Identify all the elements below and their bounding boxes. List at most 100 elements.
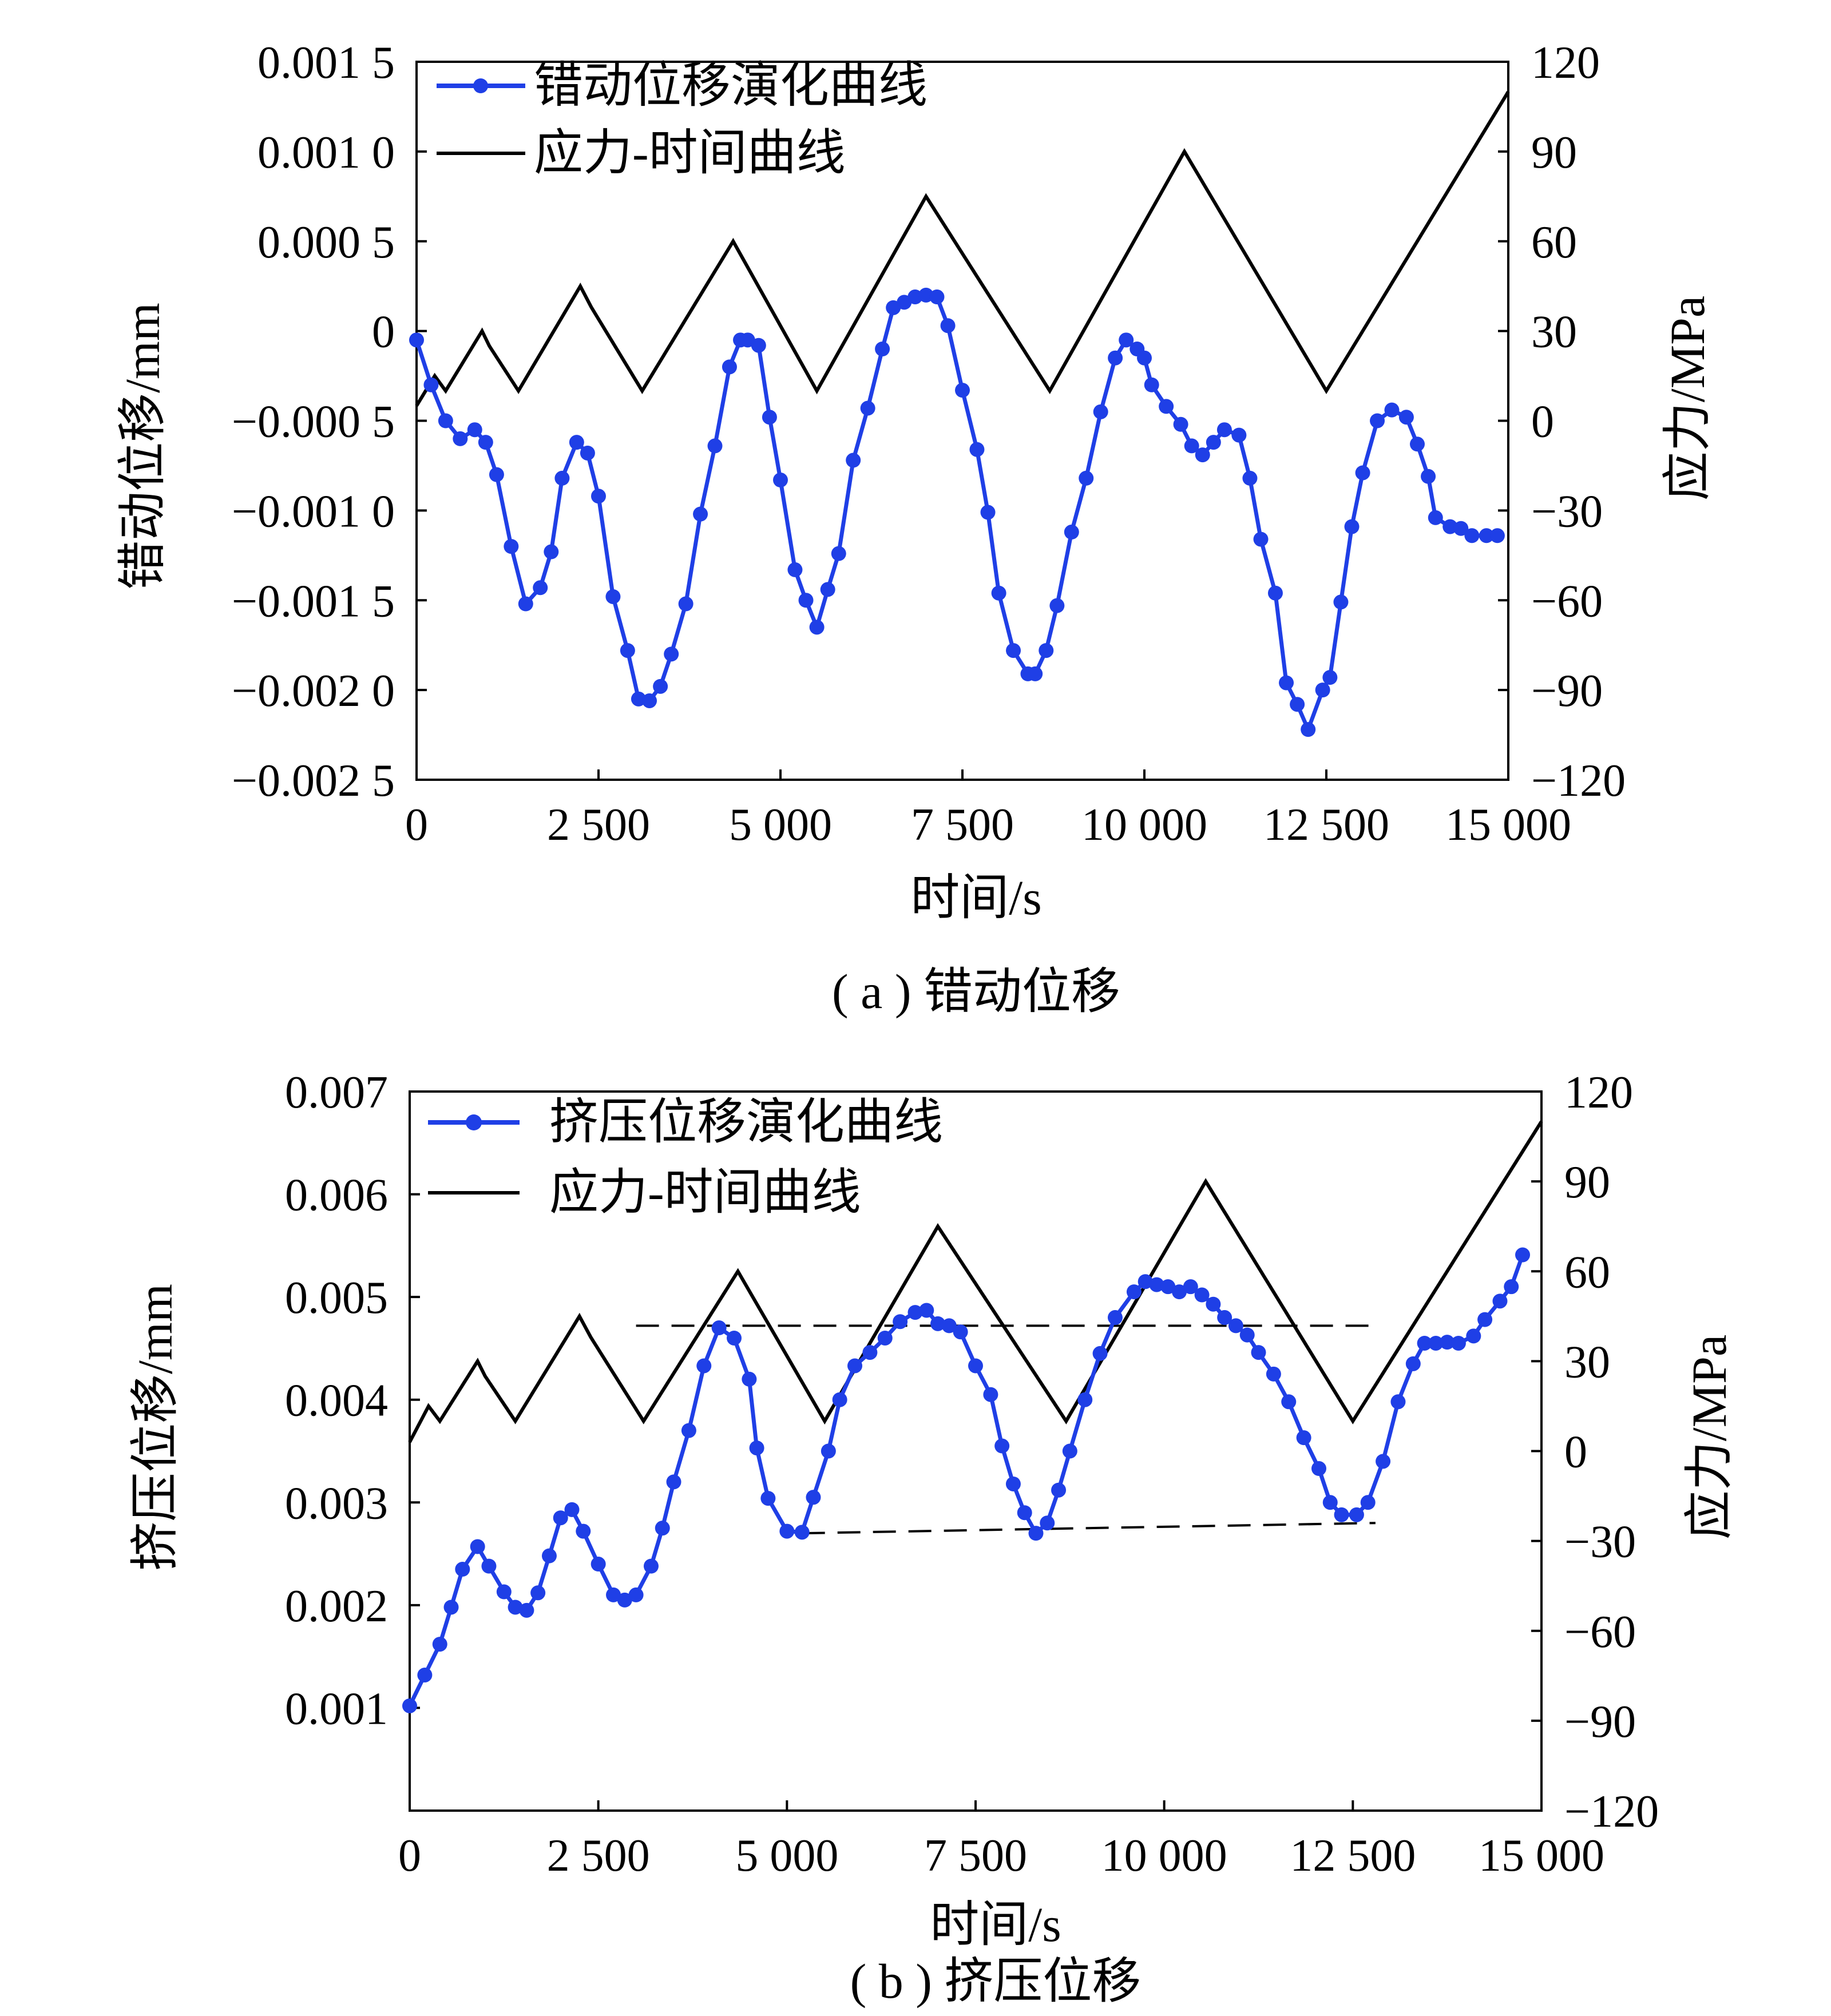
- panel-a-displacement-point: [1064, 525, 1079, 540]
- panel-b-displacement-point: [1281, 1394, 1297, 1410]
- panel-a-y2-tick-label: 120: [1531, 38, 1600, 88]
- panel-b-y-tick-label: 0.003: [285, 1478, 388, 1529]
- panel-b-x-tick-label: 2 500: [547, 1831, 650, 1881]
- panel-b-displacement-point: [402, 1698, 417, 1713]
- panel-b-y-axis-label: 挤压位移/mm: [128, 1284, 183, 1571]
- panel-b-legend: 挤压位移演化曲线 应力-时间曲线: [428, 1094, 943, 1220]
- panel-a-displacement-point: [453, 431, 468, 446]
- panel-a-displacement-point: [1173, 416, 1188, 432]
- panel-a-ticks: 0 2 500 5 000 7 500 10 000 12 500 15 000 0.001 …: [232, 38, 1626, 850]
- panel-a-displacement-point: [1301, 722, 1316, 737]
- panel-a-displacement-point: [1108, 350, 1123, 366]
- legend-b-stress-label: 应力-时间曲线: [549, 1165, 861, 1220]
- panel-b-stress-series: [408, 1120, 1543, 1443]
- panel-a-y-tick-label: −0.001 5: [232, 576, 395, 626]
- panel-a-displacement-point: [1093, 404, 1108, 419]
- panel-b-displacement-point: [919, 1303, 934, 1318]
- panel-a-chart: 0 2 500 5 000 7 500 10 000 12 500 15 000 0.001 …: [115, 38, 1715, 1019]
- panel-b-x-axis-label: 时间/s: [930, 1897, 1061, 1952]
- panel-b-displacement-point: [1239, 1327, 1255, 1343]
- panel-a-displacement-point: [1453, 521, 1469, 536]
- panel-a-y-axis-label: 错动位移/mm: [115, 303, 170, 590]
- panel-a-displacement-point: [907, 289, 923, 305]
- panel-b-displacement-point: [606, 1587, 621, 1602]
- panel-a-displacement-point: [1242, 470, 1258, 486]
- panel-b-displacement-point: [481, 1558, 497, 1574]
- panel-b-displacement-point: [541, 1548, 557, 1563]
- panel-b-displacement-point: [1206, 1296, 1221, 1312]
- panel-b-displacement-point: [1477, 1312, 1493, 1327]
- panel-a-displacement-point: [875, 342, 890, 356]
- panel-b-displacement-point: [994, 1438, 1010, 1454]
- panel-b-displacement-point: [983, 1387, 998, 1402]
- panel-b-displacement-point: [794, 1525, 810, 1540]
- panel-a-displacement-point: [1410, 436, 1425, 452]
- panel-b-y-tick-label: 0.007: [285, 1067, 388, 1118]
- panel-b-displacement-point: [711, 1320, 727, 1336]
- panel-b-displacement-point: [1296, 1430, 1311, 1446]
- panel-b-displacement-point: [1492, 1293, 1508, 1309]
- panel-a-displacement-point: [1421, 469, 1436, 484]
- panel-a-legend: 错动位移演化曲线 应力-时间曲线: [437, 58, 928, 180]
- panel-b-displacement-point: [508, 1600, 523, 1615]
- panel-a-displacement-point: [1195, 447, 1210, 463]
- panel-b-displacement-point: [847, 1358, 863, 1374]
- panel-a-displacement-point: [1216, 422, 1232, 438]
- panel-a-x-tick-label: 15 000: [1445, 800, 1571, 850]
- panel-a-displacement-point: [1144, 377, 1159, 392]
- panel-b-y-tick-label: 0.006: [285, 1170, 388, 1221]
- panel-b-displacement-point: [696, 1358, 712, 1374]
- panel-b-displacement-point: [681, 1423, 696, 1438]
- panel-b-displacement-point: [893, 1314, 908, 1330]
- panel-a-displacement-point: [1267, 585, 1283, 601]
- panel-a-y-tick-label: 0.001 0: [257, 128, 395, 178]
- panel-a-y2-tick-label: 30: [1531, 307, 1577, 358]
- panel-b-y2-tick-label: −120: [1564, 1787, 1659, 1837]
- panel-a-y-tick-label: 0.001 5: [257, 38, 395, 88]
- panel-b-displacement-point: [1017, 1505, 1032, 1521]
- panel-b-displacement-point: [742, 1371, 757, 1387]
- panel-b-displacement-point: [432, 1637, 447, 1652]
- panel-a-displacement-point: [409, 332, 424, 348]
- panel-b-displacement-point: [1062, 1443, 1077, 1459]
- panel-b-dashed-reference-line: [802, 1522, 1376, 1535]
- panel-b-y2-tick-label: −90: [1564, 1697, 1636, 1747]
- panel-a-y2-tick-label: −90: [1531, 666, 1603, 716]
- panel-b-displacement-point: [1149, 1277, 1164, 1292]
- panel-a-displacement-point: [1370, 413, 1385, 428]
- panel-a-displacement-point: [1039, 643, 1054, 658]
- panel-a-y-tick-label: 0.000 5: [257, 217, 395, 268]
- panel-a-displacement-point: [580, 445, 595, 461]
- panel-a-displacement-point: [1355, 465, 1370, 481]
- panel-a-displacement-point: [1006, 643, 1021, 658]
- panel-a-displacement-point: [591, 489, 606, 504]
- panel-a-y-tick-label: −0.001 0: [232, 486, 395, 537]
- panel-a-x-tick-label: 7 500: [911, 800, 1014, 850]
- panel-a-displacement-point: [787, 562, 803, 577]
- panel-b-displacement-point: [760, 1491, 776, 1506]
- panel-b-displacement-point: [1028, 1526, 1044, 1541]
- legend-a-stress-label: 应力-时间曲线: [534, 125, 846, 180]
- panel-b-displacement-point: [806, 1490, 821, 1505]
- panel-b-displacement-point: [1040, 1515, 1055, 1531]
- panel-b-displacement-point: [1349, 1507, 1364, 1522]
- panel-a-displacement-point: [533, 580, 548, 596]
- panel-a-displacement-point: [940, 318, 956, 334]
- panel-b-displacement-point: [1322, 1495, 1338, 1510]
- panel-b-y2-axis-label: 应力/MPa: [1682, 1335, 1737, 1539]
- panel-b-displacement-point: [470, 1539, 485, 1554]
- panel-a-displacement-point: [631, 691, 646, 707]
- panel-b-caption: ( b ) 挤压位移: [850, 1954, 1142, 2009]
- panel-a-displacement-point: [1315, 682, 1330, 698]
- panel-a-y2-axis-label: 应力/MPa: [1660, 296, 1715, 501]
- panel-a-displacement-point: [467, 422, 482, 438]
- panel-a-stress-line: [415, 90, 1510, 407]
- panel-b-displacement-point: [1504, 1279, 1519, 1295]
- panel-b-displacement-point: [628, 1587, 644, 1602]
- panel-b-displacement-point: [877, 1330, 893, 1346]
- panel-a-displacement-point: [664, 646, 679, 662]
- panel-b-displacement-point: [1051, 1482, 1067, 1498]
- panel-a-y2-tick-label: −120: [1531, 756, 1626, 806]
- panel-a-y2-tick-label: 0: [1531, 397, 1554, 447]
- panel-a-displacement-point: [438, 413, 453, 428]
